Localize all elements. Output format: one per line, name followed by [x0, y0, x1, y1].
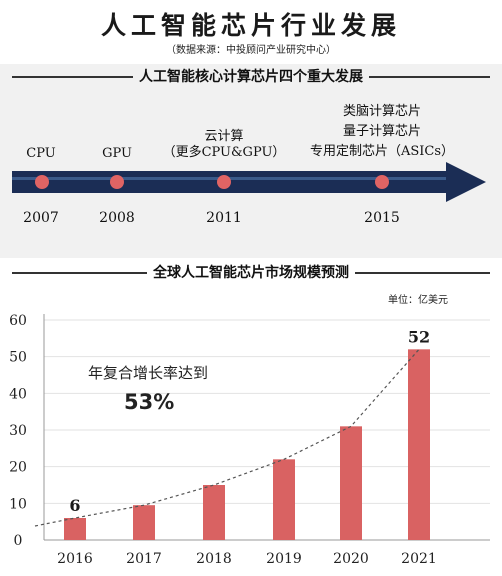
bar-2020	[340, 426, 362, 540]
timeline-heading-text: 人工智能核心计算芯片四个重大发展	[133, 69, 369, 85]
milestone-2011-line-2: （更多CPU&GPU）	[162, 145, 286, 160]
milestone-2011-label: 云计算 （更多CPU&GPU）	[150, 129, 298, 161]
data-label-2021: 52	[408, 327, 430, 346]
milestone-2015-line-3: 专用定制芯片（ASICs）	[309, 144, 455, 159]
bar-2021	[408, 349, 430, 540]
bar-2017	[133, 505, 155, 540]
x-tick-label-2019: 2019	[266, 551, 302, 567]
y-tick-label-20: 20	[9, 460, 27, 476]
x-tick-label-2021: 2021	[401, 551, 437, 567]
milestone-2008-year: 2008	[99, 210, 135, 226]
chart-heading-text: 全球人工智能芯片市场规模预测	[147, 265, 355, 281]
milestone-2007-year: 2007	[23, 210, 59, 226]
milestone-2008-line-1: GPU	[102, 146, 132, 161]
timeline-arrow	[12, 162, 486, 202]
x-tick-label-2018: 2018	[196, 551, 232, 567]
y-tick-label-60: 60	[9, 313, 27, 329]
y-tick-label-0: 0	[14, 533, 23, 549]
milestone-2015-year: 2015	[364, 210, 400, 226]
bar-2016	[64, 518, 86, 540]
timeline-dot-2011	[217, 175, 231, 189]
x-tick-label-2020: 2020	[333, 551, 369, 567]
bar-2019	[273, 459, 295, 540]
milestone-2011-year: 2011	[206, 210, 242, 226]
timeline-arrow-body	[12, 162, 486, 202]
timeline-panel	[0, 64, 502, 258]
milestone-2015-line-1: 类脑计算芯片	[342, 104, 421, 119]
y-tick-label-10: 10	[9, 496, 27, 512]
page-title: 人工智能芯片行业发展	[100, 11, 401, 40]
cagr-label: 年复合增长率达到	[88, 364, 209, 382]
milestone-2015-label: 类脑计算芯片 量子计算芯片 专用定制芯片（ASICs）	[300, 104, 464, 160]
y-tick-label-30: 30	[9, 423, 27, 439]
bar-2018	[203, 485, 225, 540]
data-label-2016: 6	[69, 496, 80, 515]
milestone-2007-line-1: CPU	[26, 146, 56, 161]
market-size-chart: 0 10 20 30 40 50 60 2016 2017 2018 2019 2020 2021 6 52	[9, 313, 490, 567]
chart-heading: 全球人工智能芯片市场规模预测	[0, 262, 502, 282]
cagr-value: 53%	[124, 390, 175, 414]
milestone-2007-label: CPU	[14, 146, 68, 162]
milestone-2008-label: GPU	[90, 146, 144, 162]
timeline-dot-2008	[110, 175, 124, 189]
timeline-dot-2007	[35, 175, 49, 189]
data-source-note: （数据来源：中投顾问产业研究中心）	[166, 45, 336, 56]
milestone-2011-line-1: 云计算	[204, 129, 244, 144]
milestone-2015-line-2: 量子计算芯片	[342, 124, 421, 139]
y-tick-label-50: 50	[9, 350, 27, 366]
x-tick-label-2017: 2017	[126, 551, 162, 567]
unit-label: 单位：亿美元	[388, 295, 448, 306]
y-tick-label-40: 40	[9, 386, 27, 402]
timeline-heading: 人工智能核心计算芯片四个重大发展	[0, 66, 502, 86]
x-tick-label-2016: 2016	[57, 551, 93, 567]
timeline-dot-2015	[375, 175, 389, 189]
